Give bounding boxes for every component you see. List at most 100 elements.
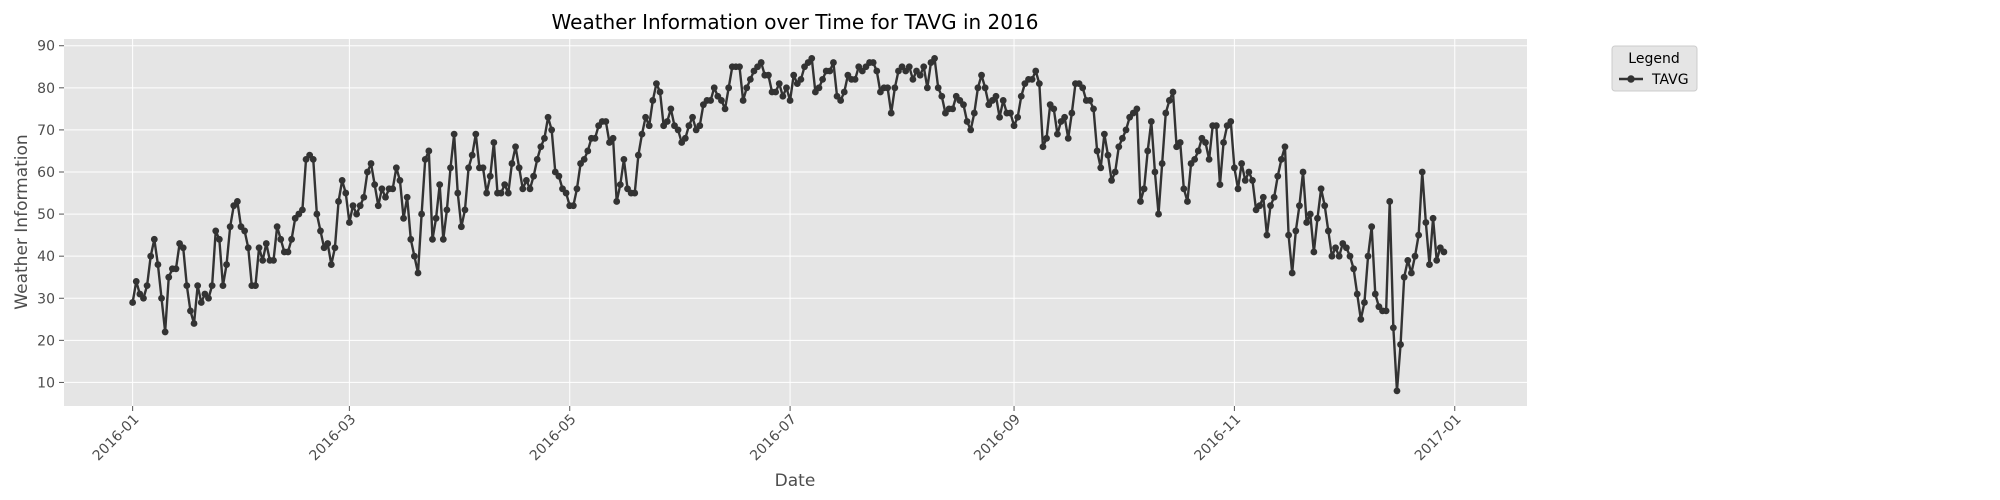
data-point (978, 71, 985, 79)
data-point (454, 189, 462, 197)
data-point (465, 164, 472, 172)
data-point (1426, 261, 1433, 268)
data-point (486, 172, 494, 180)
data-point (656, 88, 664, 96)
data-point (555, 172, 563, 180)
data-point (1220, 139, 1227, 146)
data-point (689, 113, 696, 121)
data-point (403, 193, 411, 201)
data-point (887, 109, 895, 117)
data-point (725, 84, 733, 92)
data-point (923, 84, 931, 92)
data-point (1227, 118, 1235, 125)
data-point (1382, 307, 1390, 315)
chart-title: Weather Information over Time for TAVG i… (552, 10, 1039, 34)
data-point (674, 126, 682, 134)
data-point (1061, 113, 1069, 121)
data-point (707, 97, 715, 104)
data-point (739, 97, 747, 104)
data-point (1202, 139, 1209, 146)
data-point (1090, 105, 1097, 113)
data-point (364, 168, 371, 176)
data-point (158, 294, 165, 302)
data-point (371, 181, 379, 189)
data-point (277, 235, 285, 243)
data-point (270, 256, 277, 264)
data-point (999, 97, 1007, 104)
data-point (515, 164, 523, 172)
data-point (1151, 168, 1159, 176)
data-point (389, 185, 397, 193)
y-tick-label: 10 (37, 375, 55, 391)
y-tick-label: 40 (37, 249, 55, 265)
data-point (129, 299, 137, 306)
data-point (1361, 299, 1368, 306)
data-point (1299, 168, 1307, 176)
data-point (259, 256, 267, 264)
y-tick-label: 30 (37, 291, 55, 307)
data-point (1093, 147, 1101, 155)
data-point (1256, 202, 1264, 210)
data-point (905, 63, 913, 71)
data-point (638, 130, 646, 138)
data-point (490, 139, 498, 146)
data-point (920, 63, 928, 71)
data-point (873, 67, 881, 75)
data-point (411, 252, 418, 260)
data-point (1415, 231, 1423, 239)
data-point (685, 122, 693, 130)
data-point (1050, 105, 1058, 113)
data-point (1371, 290, 1379, 298)
data-point (382, 193, 389, 201)
data-point (721, 105, 729, 113)
data-point (1111, 168, 1119, 176)
data-point (299, 206, 306, 214)
data-point (1353, 290, 1361, 298)
data-point (226, 223, 234, 231)
gridlines (64, 39, 1527, 406)
data-point (519, 185, 527, 193)
data-point (1147, 118, 1155, 125)
data-point (1043, 134, 1050, 142)
data-point (421, 155, 429, 163)
data-point (150, 235, 158, 243)
y-axis: 10 20 30 40 50 60 70 80 90 (37, 39, 64, 391)
data-point (602, 118, 610, 125)
data-point (327, 261, 335, 268)
data-point (1433, 256, 1441, 264)
data-point (1400, 273, 1408, 281)
data-point (949, 105, 957, 113)
data-point (1429, 214, 1437, 222)
data-point (736, 63, 743, 71)
data-point (869, 59, 877, 66)
data-point (512, 143, 519, 151)
data-point (681, 134, 689, 142)
data-point (1292, 227, 1300, 235)
data-point (837, 97, 845, 104)
data-point (353, 210, 360, 218)
data-point (891, 84, 899, 92)
data-point (1357, 315, 1365, 323)
data-point (367, 160, 375, 167)
data-point (591, 134, 599, 142)
data-point (580, 155, 588, 163)
data-point (584, 147, 592, 155)
data-point (1162, 109, 1170, 117)
data-point (468, 151, 476, 159)
data-point (1259, 193, 1267, 201)
data-point (219, 282, 227, 290)
data-point (1028, 76, 1036, 83)
data-point (1411, 252, 1419, 260)
data-point (356, 202, 364, 210)
data-point (1133, 105, 1141, 113)
data-point (212, 227, 220, 235)
data-point (620, 155, 628, 163)
data-point (1310, 248, 1318, 256)
data-point (996, 113, 1003, 121)
data-point (1364, 252, 1372, 260)
data-point (884, 84, 892, 92)
data-point (407, 235, 415, 243)
data-point (414, 269, 422, 277)
data-point (1205, 155, 1213, 163)
data-point (132, 278, 140, 285)
